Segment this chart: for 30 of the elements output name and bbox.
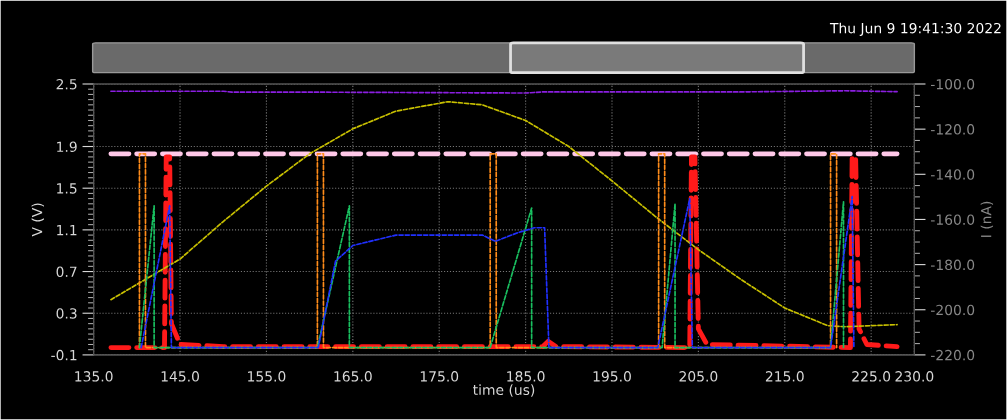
x-tick-label: 205.0 bbox=[679, 371, 718, 382]
y2-tick-label: -140.0 bbox=[931, 169, 975, 180]
x-tick-label: 165.0 bbox=[334, 371, 372, 382]
y2-tick-label: -160.0 bbox=[931, 214, 975, 225]
y-tick-label: -0.1 bbox=[51, 349, 77, 361]
y2-tick-label: -200.0 bbox=[931, 304, 975, 316]
y-tick-label: 0.3 bbox=[56, 308, 77, 319]
x-tick-label: 145.0 bbox=[161, 371, 199, 382]
y2-tick-label: -180.0 bbox=[931, 259, 975, 271]
y2-tick-label: -120.0 bbox=[931, 124, 975, 135]
x-tick-label: 195.0 bbox=[593, 371, 631, 382]
x-tick-label: 155.0 bbox=[248, 371, 286, 382]
text: Thu Jun 9 19:41:30 2022 bbox=[829, 22, 1001, 37]
x-tick-label: 230.0 bbox=[895, 371, 934, 382]
x-tick-label: 185.0 bbox=[507, 371, 545, 382]
x-tick-label: 135.0 bbox=[75, 371, 113, 382]
x-tick-label: 225.0 bbox=[852, 371, 891, 382]
y-tick-label: 2.5 bbox=[56, 78, 77, 90]
y-tick-label: 1.9 bbox=[57, 141, 77, 152]
x-tick-label: 215.0 bbox=[765, 371, 804, 382]
y-axis-title: V (V) bbox=[31, 203, 44, 237]
x-tick-label: 175.0 bbox=[420, 371, 459, 382]
y-tick-label: 0.7 bbox=[56, 266, 77, 278]
y2-tick-label: -100.0 bbox=[931, 78, 975, 90]
line-series bbox=[110, 100, 898, 328]
x-axis-title: time (us) bbox=[473, 384, 535, 397]
y2-axis-title: I (nA) bbox=[980, 201, 994, 237]
y-tick-label: 1.1 bbox=[57, 225, 77, 236]
y-tick-label: 1.5 bbox=[57, 183, 77, 194]
y2-tick-label: -220.0 bbox=[931, 349, 975, 361]
